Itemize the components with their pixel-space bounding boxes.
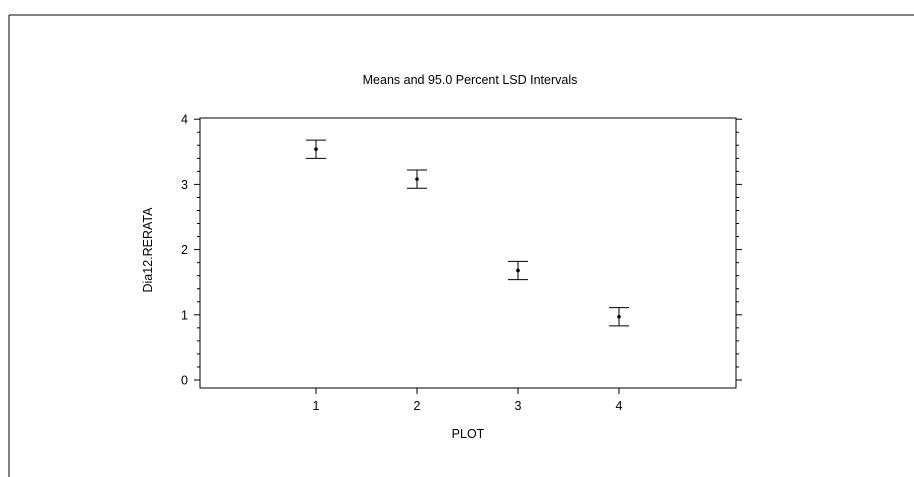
interval-marks — [306, 139, 629, 327]
x-tick-label: 4 — [616, 399, 623, 413]
y-tick-label: 3 — [181, 178, 188, 192]
y-axis-label: Dia12.RERATA — [141, 207, 155, 293]
y-tick-labels: 0 1 2 3 4 — [181, 113, 188, 388]
mean-point — [314, 147, 318, 151]
y-tick-label: 0 — [181, 374, 188, 388]
plot-area — [199, 117, 737, 389]
mean-point — [415, 177, 419, 181]
x-axis-label: PLOT — [452, 427, 485, 441]
x-tick-label: 2 — [414, 399, 421, 413]
x-tick-label: 3 — [515, 399, 522, 413]
axis-ticks — [194, 118, 742, 394]
y-tick-label: 4 — [181, 113, 188, 127]
x-tick-labels: 1 2 3 4 — [313, 399, 623, 413]
chart-title: Means and 95.0 Percent LSD Intervals — [363, 73, 578, 87]
y-tick-label: 1 — [181, 308, 188, 322]
y-tick-label: 2 — [181, 243, 188, 257]
x-tick-label: 1 — [313, 399, 320, 413]
mean-point — [617, 314, 621, 319]
mean-point — [516, 268, 520, 273]
